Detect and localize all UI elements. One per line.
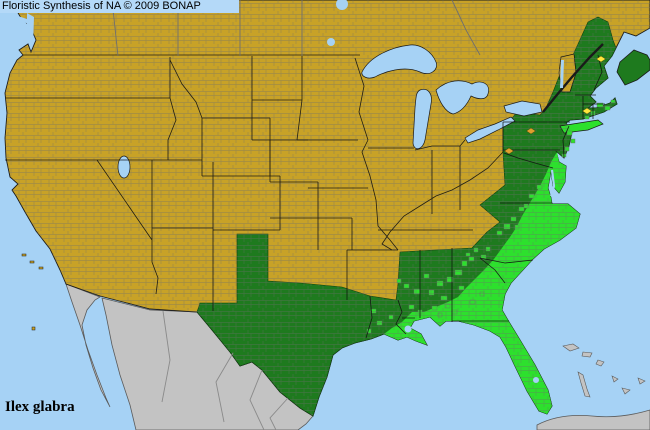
lakes [15,0,604,383]
non-na-landmasses [65,283,650,430]
mexico-state-lines [161,310,289,430]
rare-county-markers [504,55,606,155]
lake-erie [464,116,516,144]
bahamas [562,343,646,398]
lake-champlain [560,60,564,88]
species-name-label: Ilex glabra [5,399,75,415]
state-borders [5,54,605,339]
county-present-dot [570,138,576,144]
lake-winnipeg-tail [336,0,348,10]
lake-huron [435,80,489,115]
lake-michigan [412,88,432,149]
channel-islands [21,253,44,331]
baja-california [65,283,111,408]
map-title: Floristic Synthesis of NA © 2009 BONAP [2,0,201,12]
lake-okeechobee [533,377,539,383]
province-borders [111,0,481,57]
lake-of-the-woods [327,38,335,46]
chesapeake-bay [549,169,556,197]
puget-sound [15,13,34,46]
rare-county-marker [596,55,606,63]
lake-ontario [503,100,543,117]
nova-scotia [616,49,650,86]
lake-superior [361,44,437,79]
rare-county-marker [504,147,514,155]
rare-county-marker [582,107,592,115]
map-header: Floristic Synthesis of NA © 2009 BONAP [0,0,239,13]
rare-county-marker [526,127,536,135]
st-lawrence-river [542,43,604,113]
great-salt-lake [117,155,131,179]
lake-pontchartrain [404,325,412,333]
